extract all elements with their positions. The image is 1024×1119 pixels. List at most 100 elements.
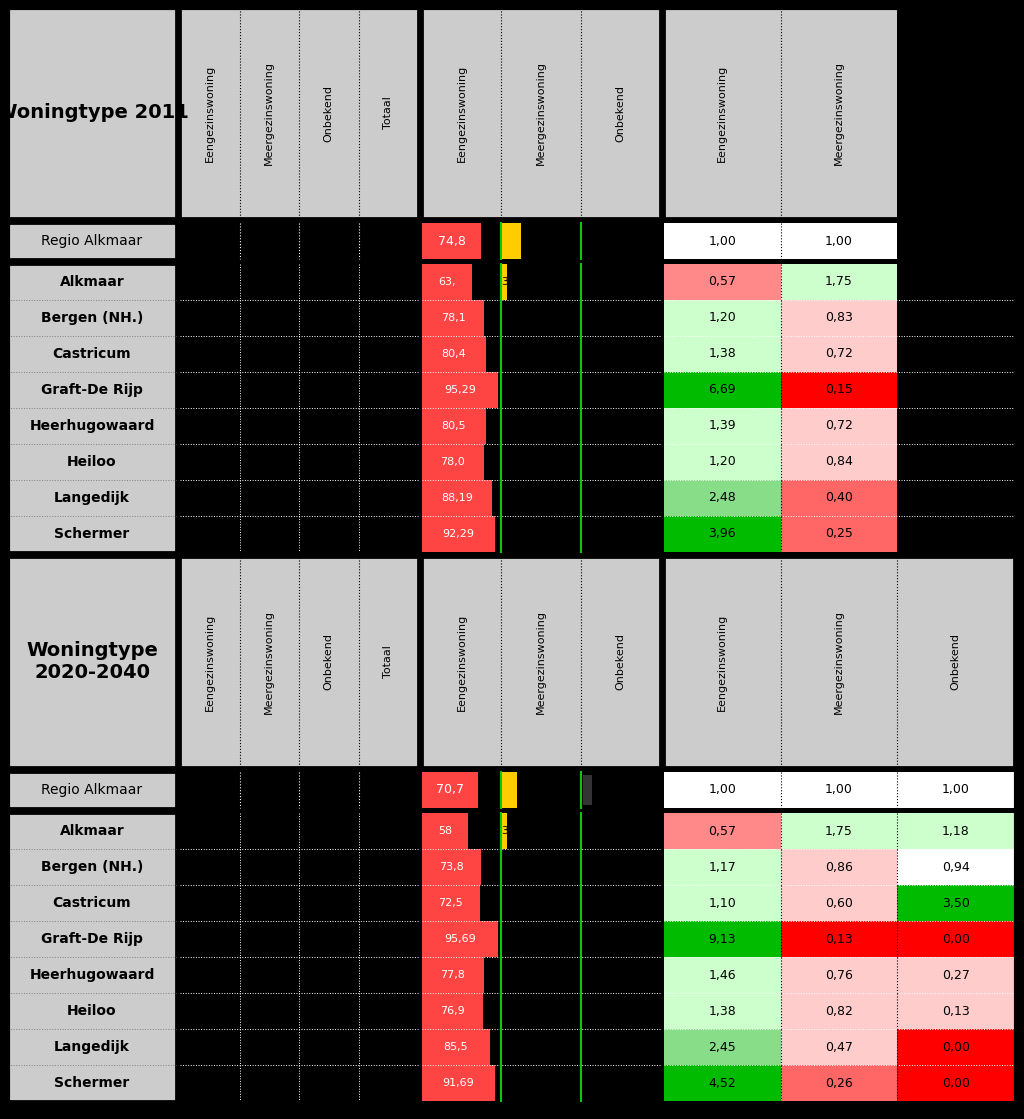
Text: 73,8: 73,8: [439, 862, 464, 872]
Bar: [422, 921, 498, 957]
Bar: [8, 264, 176, 552]
Text: 2,45: 2,45: [709, 1041, 736, 1053]
Bar: [422, 557, 660, 767]
Bar: [897, 885, 1014, 921]
Text: Onbekend: Onbekend: [615, 85, 626, 141]
Bar: [502, 223, 521, 258]
Text: Meergezinswoning: Meergezinswoning: [834, 62, 844, 164]
Bar: [8, 557, 176, 767]
Text: Meergezinswoning: Meergezinswoning: [264, 62, 274, 164]
Bar: [422, 223, 660, 258]
Text: 9,13: 9,13: [709, 932, 736, 946]
Bar: [664, 223, 1014, 258]
Bar: [502, 772, 517, 808]
Bar: [897, 957, 1014, 993]
Bar: [180, 8, 418, 218]
Text: 1,20: 1,20: [709, 455, 736, 469]
Text: 85,5: 85,5: [443, 1042, 468, 1052]
Bar: [780, 993, 897, 1029]
Text: 0,40: 0,40: [825, 491, 853, 505]
Text: Onbekend: Onbekend: [324, 633, 334, 690]
Text: 77,8: 77,8: [440, 970, 465, 980]
Text: 1,75: 1,75: [825, 825, 853, 837]
Bar: [422, 408, 485, 444]
Bar: [422, 480, 492, 516]
Bar: [780, 772, 897, 808]
Bar: [583, 775, 592, 805]
Text: 1,20: 1,20: [709, 311, 736, 325]
Text: 80,4: 80,4: [441, 349, 466, 359]
Bar: [422, 1029, 489, 1065]
Bar: [897, 993, 1014, 1029]
Text: 1,38: 1,38: [709, 1005, 736, 1017]
Text: 63,: 63,: [438, 278, 456, 286]
Text: 1,75: 1,75: [825, 275, 853, 289]
Text: Eengezinswoning: Eengezinswoning: [205, 65, 215, 161]
Text: Schermer: Schermer: [54, 1076, 130, 1090]
Bar: [897, 921, 1014, 957]
Text: 0,86: 0,86: [825, 861, 853, 874]
Bar: [780, 336, 897, 372]
Text: 0,94: 0,94: [942, 861, 970, 874]
Text: 0,13: 0,13: [942, 1005, 970, 1017]
Bar: [502, 814, 507, 849]
Text: Meergezinswoning: Meergezinswoning: [536, 62, 546, 164]
Text: Meergezinswoning: Meergezinswoning: [834, 610, 844, 714]
Bar: [897, 8, 1014, 218]
Bar: [780, 480, 897, 516]
Bar: [664, 8, 1014, 218]
Bar: [8, 772, 176, 808]
Text: 0,57: 0,57: [709, 275, 736, 289]
Bar: [780, 372, 897, 408]
Text: 1,39: 1,39: [709, 420, 736, 433]
Bar: [780, 264, 897, 300]
Text: Eengezinswoning: Eengezinswoning: [205, 613, 215, 711]
Text: 70,7: 70,7: [436, 783, 464, 797]
Text: Onbekend: Onbekend: [950, 633, 961, 690]
Bar: [664, 264, 780, 300]
Text: 0,60: 0,60: [825, 896, 853, 910]
Text: Graft-De Rijp: Graft-De Rijp: [41, 932, 143, 946]
Bar: [422, 444, 484, 480]
Text: 76,9: 76,9: [440, 1006, 465, 1016]
Text: 1,00: 1,00: [825, 783, 853, 797]
Bar: [664, 921, 780, 957]
Text: Onbekend: Onbekend: [615, 633, 626, 690]
Text: Heerhugowaard: Heerhugowaard: [30, 968, 155, 982]
Text: Schermer: Schermer: [54, 527, 130, 540]
Bar: [422, 849, 480, 885]
Bar: [422, 264, 660, 552]
Bar: [422, 885, 479, 921]
Bar: [422, 814, 468, 849]
Text: 1,00: 1,00: [825, 235, 853, 247]
Bar: [664, 814, 780, 849]
Bar: [780, 1029, 897, 1065]
Text: 0,76: 0,76: [825, 969, 853, 981]
Text: 3,50: 3,50: [942, 896, 970, 910]
Bar: [664, 993, 780, 1029]
Text: Eengezinswoning: Eengezinswoning: [718, 613, 727, 711]
Bar: [664, 1065, 780, 1101]
Text: Heiloo: Heiloo: [68, 1004, 117, 1018]
Bar: [664, 444, 780, 480]
Bar: [664, 223, 780, 258]
Bar: [664, 772, 780, 808]
Bar: [664, 480, 780, 516]
Bar: [180, 772, 418, 808]
Bar: [664, 849, 780, 885]
Text: Alkmaar: Alkmaar: [59, 824, 124, 838]
Text: Eengezinswoning: Eengezinswoning: [457, 65, 467, 161]
Bar: [780, 444, 897, 480]
Bar: [897, 849, 1014, 885]
Bar: [180, 264, 418, 552]
Text: Meergezinswoning: Meergezinswoning: [536, 610, 546, 714]
Text: 1,46: 1,46: [709, 969, 736, 981]
Text: 0,15: 0,15: [825, 384, 853, 396]
Bar: [422, 264, 472, 300]
Text: Bergen (NH.): Bergen (NH.): [41, 861, 143, 874]
Bar: [664, 772, 1014, 808]
Text: Langedijk: Langedijk: [54, 1040, 130, 1054]
Bar: [422, 1065, 495, 1101]
Bar: [780, 921, 897, 957]
Bar: [664, 336, 780, 372]
